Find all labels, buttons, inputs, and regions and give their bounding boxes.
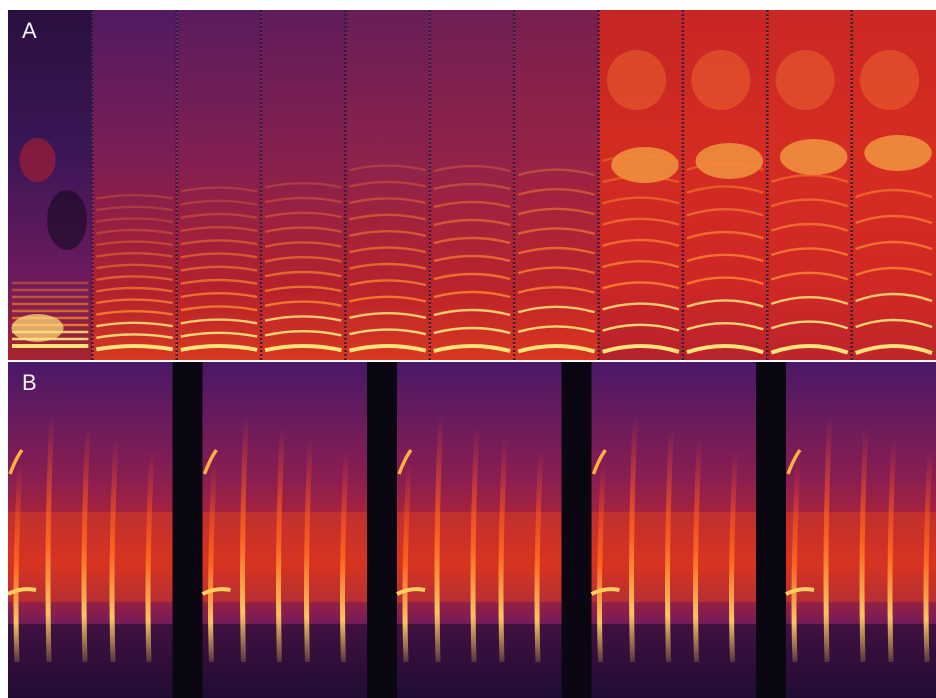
spectrogram-a-segment: [597, 10, 683, 360]
spectrogram-a-segment: [344, 10, 430, 360]
spectrogram-a-segment: [428, 10, 515, 360]
spectrogram-a-segment: [681, 10, 768, 360]
spectrogram-b-segment: [785, 362, 936, 698]
spectrogram-b-segment: [590, 362, 756, 698]
spectrogram-a-segment: [259, 10, 346, 360]
spectrogram-a-image: [8, 10, 936, 360]
panel-label-a: A: [22, 18, 37, 43]
spectrogram-b-gap: [367, 362, 397, 698]
panel-label-b: B: [22, 370, 37, 395]
spectrogram-b-segment: [201, 362, 367, 698]
spectrogram-a-segment: [8, 10, 93, 360]
spectrogram-b-gap: [172, 362, 203, 698]
spectrogram-a-segment: [512, 10, 599, 360]
spectrogram-b-gap: [561, 362, 592, 698]
spectrogram-a-segment: [175, 10, 262, 360]
spectrogram-a-segment: [850, 10, 936, 360]
spectrogram-panel-b: B: [8, 362, 936, 698]
spectrogram-a-segment: [91, 10, 177, 360]
spectrogram-a-segment: [766, 10, 852, 360]
spectrogram-panel-a: A: [8, 10, 936, 360]
spectrogram-b-segment: [8, 362, 173, 698]
spectrogram-b-segment: [396, 362, 562, 698]
spectrogram-b-image: [8, 362, 936, 698]
spectrogram-b-gap: [756, 362, 786, 698]
